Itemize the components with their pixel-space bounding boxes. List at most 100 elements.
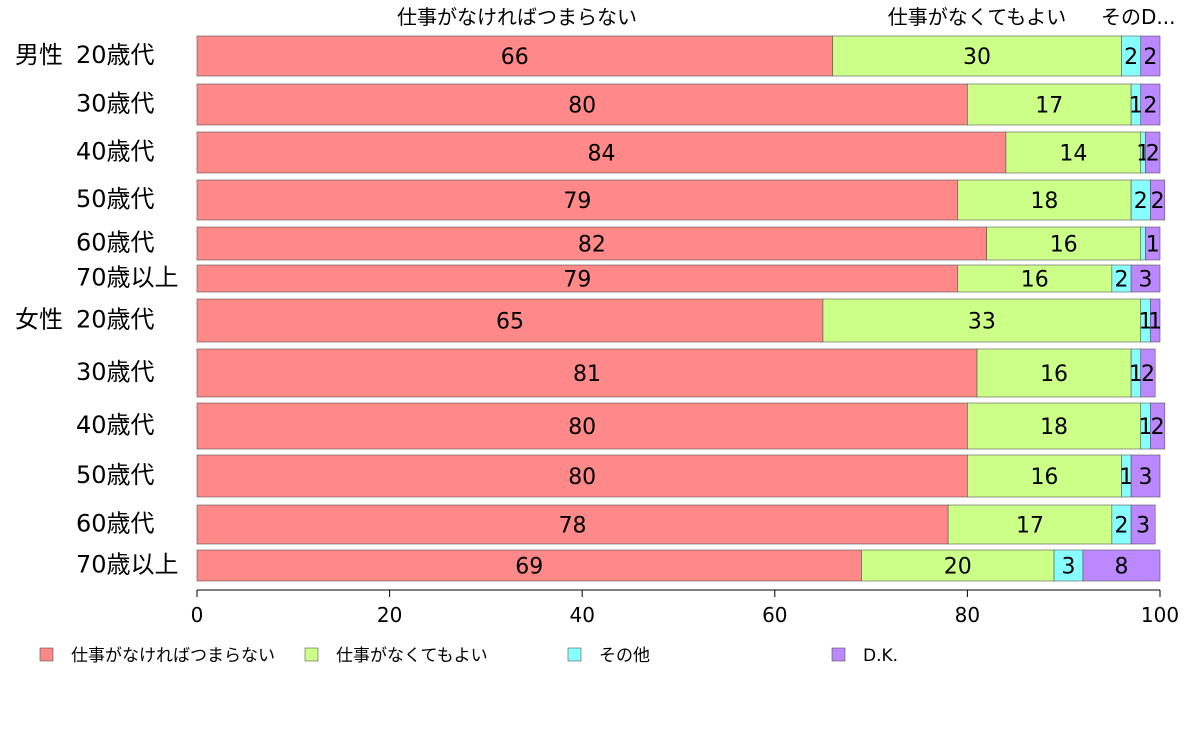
bar-segment [967,402,1142,450]
top-label-3: そのD... [1101,5,1175,29]
data-label: 16 [1040,362,1068,387]
data-label: 16 [1050,233,1078,258]
legend-swatch [831,647,846,662]
bar-segment [957,179,1132,221]
data-label: 8 [1114,555,1128,580]
bar-segment [1130,264,1161,293]
data-label: 80 [568,94,596,119]
bar-segment [947,504,1113,545]
bar-segment [1082,549,1161,582]
data-label: 2 [1124,45,1138,70]
legend-label: 仕事がなければつまらない [71,646,275,666]
bar-segment [976,348,1132,398]
bar-segment [967,454,1122,498]
category-labels: 20歳代男性30歳代40歳代50歳代60歳代70歳以上20歳代女性30歳代40歳… [15,41,179,579]
x-tick-label: 100 [1141,603,1179,627]
data-label: 14 [1059,142,1087,167]
category-label: 60歳代 [76,229,155,257]
bar-segment [1145,226,1161,261]
x-axis: 0 20 40 60 80 100 [191,589,1179,627]
legend: 仕事がなければつまらない 仕事がなくてもよい その他 D.K. [39,646,898,666]
bar-segment [1005,131,1142,174]
bar-segment [861,549,1055,582]
data-label: 80 [568,465,596,490]
bar-segment [196,348,978,398]
data-label: 1 [1148,310,1162,335]
x-tick-label: 60 [762,603,787,627]
data-label: 16 [1021,268,1049,293]
x-tick-label: 0 [191,603,204,627]
bar-segment [196,179,959,221]
bar-segment [822,298,1142,343]
data-label: 33 [968,310,996,335]
data-label: 84 [587,142,615,167]
top-series-labels: 仕事がなければつまらない 仕事がなくてもよい そのD... [397,5,1175,29]
bar-segment [196,264,959,293]
bar-segment [1150,179,1166,221]
data-label: 1 [1129,94,1143,119]
category-label: 40歳代 [76,138,155,166]
legend-swatch [304,647,319,662]
data-label: 17 [1016,514,1044,539]
data-label: 3 [1062,555,1076,580]
bar-segment [957,264,1113,293]
bar-segment [196,35,833,77]
legend-swatch [39,647,54,662]
category-label: 20歳代 [76,41,155,69]
data-label: 17 [1035,94,1063,119]
bar-segment [1140,348,1156,398]
legend-label: D.K. [863,646,898,666]
bar-segment [196,549,862,582]
data-label: 2 [1141,362,1155,387]
category-label: 30歳代 [76,90,155,118]
data-label: 3 [1139,268,1153,293]
data-label: 2 [1134,189,1148,214]
bar-segment [1130,504,1156,545]
data-label: 2 [1151,415,1165,440]
category-label: 30歳代 [76,358,155,386]
bar-segment [1130,454,1161,498]
top-label-2: 仕事がなくてもよい [888,5,1066,29]
data-label: 69 [515,555,543,580]
bar-segment [196,402,968,450]
data-label: 80 [568,415,596,440]
data-label: 2 [1151,189,1165,214]
data-label: 82 [578,233,606,258]
data-label: 2 [1143,45,1157,70]
data-label: 18 [1030,189,1058,214]
top-label-1: 仕事がなければつまらない [397,5,637,29]
category-label: 50歳代 [76,461,155,489]
bar-segment [1140,83,1161,126]
x-tick-label: 20 [377,603,402,627]
group-label: 男性 [15,41,63,69]
bar-segment [196,298,824,343]
legend-label: 仕事がなくてもよい [336,646,488,666]
legend-label: その他 [599,646,650,666]
data-label: 1 [1139,415,1153,440]
x-tick-label: 40 [569,603,594,627]
x-tick-label: 80 [955,603,980,627]
data-label: 1 [1139,310,1153,335]
data-label: 81 [573,362,601,387]
bar-segment [967,83,1132,126]
data-label: 1 [1146,233,1160,258]
bar-segment [196,454,968,498]
category-label: 20歳代 [76,306,155,334]
bar-segment [196,226,987,261]
legend-swatch [567,647,582,662]
bar-segment [1140,35,1161,77]
category-label: 60歳代 [76,510,155,538]
data-label: 16 [1030,465,1058,490]
bar-segment [196,131,1007,174]
category-label: 40歳代 [76,411,155,439]
data-label: 66 [501,45,529,70]
data-label: 30 [963,45,991,70]
bar-segment [196,83,968,126]
data-label: 1 [1119,465,1133,490]
category-label: 70歳以上 [76,551,179,579]
data-label: 18 [1040,415,1068,440]
data-label: 65 [496,310,524,335]
data-label: 79 [563,268,591,293]
